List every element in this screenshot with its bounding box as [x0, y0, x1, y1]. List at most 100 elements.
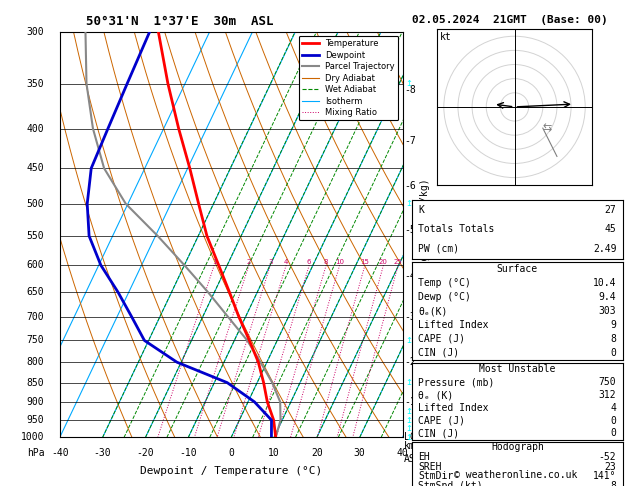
Text: 23: 23	[604, 462, 616, 471]
Text: 900: 900	[26, 397, 44, 407]
Text: CIN (J): CIN (J)	[418, 429, 459, 438]
Text: -52: -52	[599, 452, 616, 462]
Text: 650: 650	[26, 287, 44, 297]
Text: ↥: ↥	[405, 199, 412, 208]
Text: 0: 0	[228, 448, 234, 457]
Text: -8: -8	[404, 85, 416, 95]
Text: 1: 1	[212, 259, 216, 265]
Text: ↥: ↥	[405, 416, 412, 425]
Text: © weatheronline.co.uk: © weatheronline.co.uk	[454, 470, 577, 480]
Text: kt: kt	[440, 32, 452, 42]
Text: 40: 40	[397, 448, 408, 457]
Text: Mixing Ratio (g/kg): Mixing Ratio (g/kg)	[420, 179, 430, 290]
Text: 8: 8	[611, 334, 616, 344]
Text: -3: -3	[404, 312, 416, 322]
Text: -20: -20	[136, 448, 154, 457]
Legend: Temperature, Dewpoint, Parcel Trajectory, Dry Adiabat, Wet Adiabat, Isotherm, Mi: Temperature, Dewpoint, Parcel Trajectory…	[299, 36, 398, 121]
Text: 9: 9	[611, 320, 616, 330]
Text: 10: 10	[268, 448, 280, 457]
Text: -40: -40	[51, 448, 69, 457]
Text: -2: -2	[404, 357, 416, 367]
Text: 0: 0	[611, 429, 616, 438]
Text: ↥: ↥	[405, 79, 412, 88]
Text: 50°31'N  1°37'E  30m  ASL: 50°31'N 1°37'E 30m ASL	[86, 15, 274, 28]
Text: 4: 4	[284, 259, 288, 265]
Text: ↥: ↥	[405, 407, 412, 416]
Text: Dewp (°C): Dewp (°C)	[418, 292, 471, 302]
Text: 800: 800	[26, 357, 44, 367]
Text: 25: 25	[394, 259, 403, 265]
Text: Totals Totals: Totals Totals	[418, 225, 494, 234]
Text: StmDir: StmDir	[418, 471, 454, 481]
Text: -6: -6	[404, 181, 416, 191]
Text: LCL: LCL	[404, 433, 422, 442]
Text: CIN (J): CIN (J)	[418, 347, 459, 358]
Text: 0: 0	[611, 347, 616, 358]
Text: 750: 750	[599, 377, 616, 387]
Text: 750: 750	[26, 335, 44, 346]
Text: 700: 700	[26, 312, 44, 322]
Text: 141°: 141°	[593, 471, 616, 481]
Text: Most Unstable: Most Unstable	[479, 364, 555, 374]
Text: Temp (°C): Temp (°C)	[418, 278, 471, 288]
Text: 3: 3	[268, 259, 272, 265]
Text: Dewpoint / Temperature (°C): Dewpoint / Temperature (°C)	[140, 466, 322, 476]
Text: Pressure (mb): Pressure (mb)	[418, 377, 494, 387]
Text: 20: 20	[379, 259, 388, 265]
Text: 350: 350	[26, 79, 44, 88]
Text: 15: 15	[360, 259, 369, 265]
Text: 30: 30	[354, 448, 365, 457]
Text: -5: -5	[404, 225, 416, 235]
Text: 20: 20	[311, 448, 323, 457]
Text: 6: 6	[307, 259, 311, 265]
Text: 8: 8	[611, 481, 616, 486]
Text: CAPE (J): CAPE (J)	[418, 334, 465, 344]
Text: θₑ(K): θₑ(K)	[418, 306, 448, 316]
Text: -10: -10	[179, 448, 197, 457]
Text: 8: 8	[324, 259, 328, 265]
Text: 1000: 1000	[21, 433, 44, 442]
Text: hPa: hPa	[26, 448, 44, 457]
Text: 303: 303	[599, 306, 616, 316]
Text: 550: 550	[26, 231, 44, 241]
Text: 450: 450	[26, 163, 44, 173]
Text: km: km	[404, 441, 416, 451]
Text: ⇆: ⇆	[543, 123, 552, 133]
Text: Hodograph: Hodograph	[491, 442, 544, 452]
Text: 300: 300	[26, 27, 44, 36]
Text: SREH: SREH	[418, 462, 442, 471]
Text: Lifted Index: Lifted Index	[418, 403, 489, 413]
Text: 0: 0	[611, 416, 616, 426]
Text: ↥: ↥	[405, 378, 412, 387]
Text: StmSpd (kt): StmSpd (kt)	[418, 481, 483, 486]
Text: 312: 312	[599, 390, 616, 400]
Text: 27: 27	[604, 205, 616, 215]
Text: 400: 400	[26, 123, 44, 134]
Text: Surface: Surface	[497, 264, 538, 275]
Text: EH: EH	[418, 452, 430, 462]
Text: K: K	[418, 205, 424, 215]
Text: PW (cm): PW (cm)	[418, 244, 459, 254]
Text: -30: -30	[94, 448, 111, 457]
Text: -4: -4	[404, 271, 416, 281]
Text: 45: 45	[604, 225, 616, 234]
Text: 9.4: 9.4	[599, 292, 616, 302]
Text: ASL: ASL	[404, 453, 422, 464]
Text: 850: 850	[26, 378, 44, 388]
Text: 500: 500	[26, 199, 44, 209]
Text: θₑ (K): θₑ (K)	[418, 390, 454, 400]
Text: CAPE (J): CAPE (J)	[418, 416, 465, 426]
Text: ↥: ↥	[405, 433, 412, 442]
Text: ↥: ↥	[405, 424, 412, 434]
Text: 950: 950	[26, 415, 44, 425]
Text: Lifted Index: Lifted Index	[418, 320, 489, 330]
Text: 4: 4	[611, 403, 616, 413]
Text: 02.05.2024  21GMT  (Base: 00): 02.05.2024 21GMT (Base: 00)	[412, 15, 608, 25]
Text: 2: 2	[247, 259, 251, 265]
Text: 10.4: 10.4	[593, 278, 616, 288]
Text: 2.49: 2.49	[593, 244, 616, 254]
Text: ↥: ↥	[405, 336, 412, 345]
Text: -1: -1	[404, 397, 416, 407]
Text: 10: 10	[335, 259, 344, 265]
Text: 600: 600	[26, 260, 44, 270]
